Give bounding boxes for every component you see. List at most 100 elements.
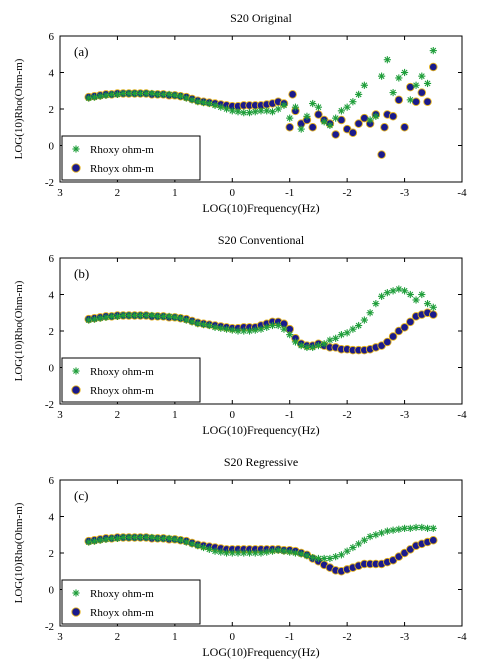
rhoxy-point (205, 99, 213, 108)
rhoxy-point (125, 311, 133, 320)
rhoxy-point (96, 92, 104, 100)
rhoxy-point (96, 314, 104, 322)
chart-title: S20 Original (230, 11, 292, 25)
rhoxy-point (148, 533, 156, 542)
rhoxy-point (372, 300, 380, 308)
rhoxy-point (291, 103, 300, 111)
x-tick-label: -1 (285, 409, 294, 421)
rhoxy-point (165, 534, 173, 542)
rhoxy-point (199, 543, 208, 552)
chart-panel-2: S20 Conventional 3 2 1 0 -1 -2 -3 -4 -2 0 2 4 6 LOG(10… (13, 233, 467, 437)
rhoxy-point (177, 314, 185, 322)
rhoxy-point (343, 547, 351, 555)
legend-label-rhoxy: Rhoxy ohm-m (90, 366, 154, 378)
rhoyx-point (429, 310, 438, 319)
rhoyx-point (394, 95, 404, 105)
x-tick-label: 0 (230, 409, 236, 421)
rhoxy-point (372, 112, 380, 120)
series-layer (84, 285, 438, 355)
rhoxy-point (263, 323, 271, 331)
rhoxy-point (429, 524, 437, 532)
rhoxy-point (131, 533, 139, 542)
rhoxy-point (188, 540, 196, 548)
rhoxy-point (199, 99, 208, 107)
rhoxy-point (148, 89, 156, 98)
rhoxy-point (177, 92, 185, 100)
rhoxy-point (90, 315, 99, 323)
rhoyx-point (411, 97, 421, 106)
rhoxy-point (309, 553, 317, 562)
x-tick-label: -1 (285, 187, 294, 199)
panel-label: (a) (74, 44, 88, 59)
rhoxy-point (280, 101, 288, 109)
rhoxy-point (251, 108, 259, 116)
rhoxy-point (211, 101, 219, 109)
rhoxy-point (332, 553, 340, 561)
rhoyx-point (288, 90, 297, 99)
rhoxy-point (303, 112, 311, 120)
rhoxy-point (280, 325, 288, 333)
rhoxy-point (349, 98, 357, 106)
series-layer (84, 47, 438, 159)
legend-label-rhoxy: Rhoxy ohm-m (90, 144, 154, 156)
x-tick-label: -2 (343, 187, 352, 199)
y-tick-label: 6 (49, 475, 55, 487)
rhoxy-point (326, 336, 334, 344)
rhoxy-point (378, 292, 386, 300)
legend-circle-marker (71, 607, 81, 617)
y-axis-label: LOG(10)Rho(Ohm-m) (13, 280, 25, 381)
rhoxy-point (286, 548, 294, 556)
rhoxy-point (251, 326, 259, 334)
rhoxy-point (355, 90, 363, 98)
y-tick-label: -2 (45, 399, 54, 411)
x-tick-label: 0 (230, 631, 236, 643)
legend-label-rhoyx: Rhoyx ohm-m (90, 385, 154, 397)
rhoxy-point (108, 534, 116, 542)
rhoxy-point (337, 331, 345, 339)
rhoxy-point (303, 552, 311, 560)
rhoxy-point (297, 125, 305, 133)
rhoxy-point (102, 535, 110, 543)
rhoyx-point (406, 317, 415, 327)
rhoxy-point (423, 79, 432, 88)
rhoxy-point (182, 316, 190, 324)
rhoxy-point (268, 547, 277, 555)
x-axis-label: LOG(10)Frequency(Hz) (202, 201, 319, 215)
rhoxy-point (222, 325, 231, 333)
legend-box (61, 135, 201, 181)
rhoxy-point (159, 90, 167, 98)
x-tick-label: -4 (457, 631, 467, 643)
rhoxy-point (194, 542, 202, 550)
rhoyx-point (308, 122, 317, 132)
chart-panel-3: S20 Regressive 3 2 1 0 -1 -2 -3 -4 -2 0 2 4 6 LOG(10)F… (13, 455, 467, 659)
x-axis-label: LOG(10)Frequency(Hz) (202, 645, 319, 659)
rhoxy-point (314, 103, 323, 111)
x-tick-label: 1 (172, 409, 178, 421)
rhoxy-point (222, 549, 231, 557)
rhoxy-point (211, 323, 219, 331)
rhoxy-point (286, 331, 294, 339)
rhoxy-point (113, 90, 122, 98)
rhoyx-point (388, 332, 398, 341)
rhoxy-point (418, 523, 426, 532)
rhoyx-point (380, 122, 389, 132)
rhoxy-point (142, 311, 150, 320)
x-tick-label: 2 (115, 187, 121, 199)
rhoxy-point (102, 91, 110, 99)
x-tick-label: 1 (172, 631, 178, 643)
rhoxy-point (228, 326, 236, 334)
rhoxy-point (188, 96, 196, 104)
rhoxy-point (113, 534, 122, 542)
y-tick-label: 6 (49, 31, 55, 43)
x-axis-label: LOG(10)Frequency(Hz) (202, 423, 319, 437)
rhoxy-point (423, 524, 432, 532)
rhoxy-point (119, 89, 127, 98)
rhoxy-point (372, 531, 380, 539)
rhoxy-point (383, 56, 391, 64)
panel-label: (b) (74, 266, 89, 281)
rhoxy-point (228, 107, 236, 115)
rhoxy-point (395, 525, 403, 533)
rhoxy-point (360, 316, 368, 324)
rhoxy-point (171, 91, 179, 99)
x-tick-label: 0 (230, 187, 236, 199)
